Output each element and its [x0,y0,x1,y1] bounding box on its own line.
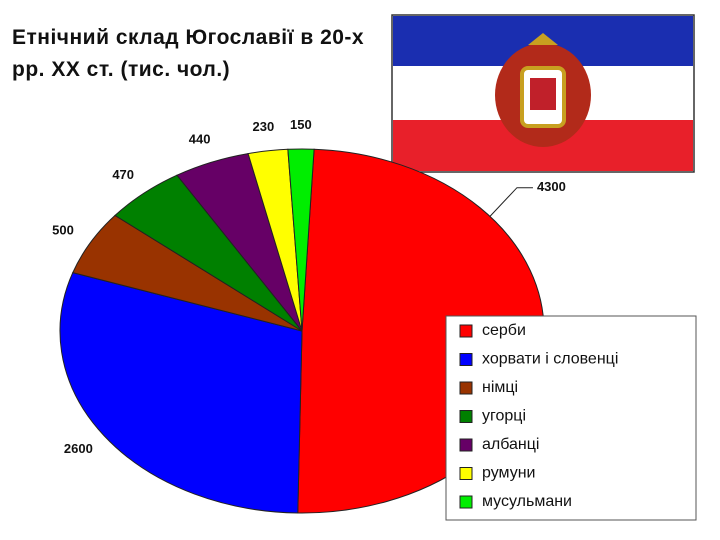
flag [391,14,695,173]
data-label: 440 [189,132,211,147]
data-label: 470 [112,167,134,182]
legend-label: хорвати і словенці [482,351,618,368]
legend-label: серби [482,322,526,339]
chart-title: Етнічний склад Югославії в 20-х рр. ХХ с… [12,26,365,81]
data-label: 2600 [64,441,93,456]
data-label: 500 [52,223,74,238]
legend-swatch [459,438,473,452]
legend-swatch [459,324,473,338]
pie-slice [287,148,315,332]
legend-swatch [459,410,473,423]
data-label: 150 [290,117,312,132]
data-label: 4300 [537,179,566,194]
legend-label: румуни [482,465,536,482]
leader-line [489,187,533,217]
legend-label: угорці [482,408,526,425]
legend-swatch [459,467,473,480]
data-label: 230 [253,119,275,134]
legend-swatch [459,381,473,395]
legend-swatch [459,495,473,509]
legend-swatch [459,353,473,366]
legend-label: німці [482,379,518,396]
legend-label: албанці [482,436,539,453]
legend: серби хорвати і словенці німці угорці албанц… [445,315,697,521]
legend-label: мусульмани [482,493,572,510]
pie-slice [59,272,303,514]
